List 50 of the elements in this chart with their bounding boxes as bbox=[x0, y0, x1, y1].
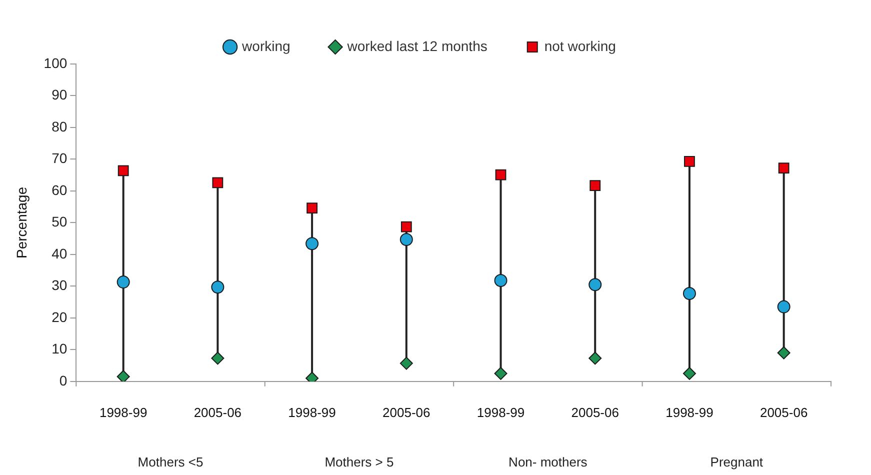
point bbox=[212, 177, 224, 188]
point bbox=[588, 278, 602, 292]
point bbox=[306, 237, 319, 250]
point bbox=[588, 352, 602, 365]
x-tick-label: 2005-06 bbox=[194, 404, 242, 420]
text: Non- mothers bbox=[508, 454, 588, 470]
point bbox=[400, 221, 412, 232]
x-tick-label: 1998-99 bbox=[476, 404, 525, 420]
x-tick-label: 1998-99 bbox=[99, 404, 148, 420]
point bbox=[400, 233, 413, 246]
point bbox=[306, 202, 318, 214]
point bbox=[684, 156, 695, 167]
y-tick-label: 0 bbox=[59, 372, 68, 388]
y-tick-label: 20 bbox=[52, 308, 68, 325]
point bbox=[116, 370, 130, 382]
legend-label: working bbox=[241, 38, 290, 54]
y-tick-label: 50 bbox=[52, 214, 68, 230]
point bbox=[590, 180, 601, 192]
point bbox=[777, 346, 790, 360]
x-tick-label: 1998-99 bbox=[288, 404, 336, 420]
text: Mothers > 5 bbox=[324, 454, 394, 470]
y-tick-label: 100 bbox=[44, 54, 68, 71]
y-tick-label: 90 bbox=[52, 86, 68, 103]
y-tick-label: 70 bbox=[52, 150, 68, 166]
y-tick-label: 40 bbox=[52, 245, 68, 262]
point bbox=[211, 280, 224, 294]
point bbox=[211, 352, 224, 365]
y-tick-label: 80 bbox=[52, 118, 68, 134]
text: Mothers <5 bbox=[138, 454, 204, 470]
x-tick-label: 1998-99 bbox=[666, 404, 714, 420]
legend-label: not working bbox=[544, 38, 616, 54]
point bbox=[116, 276, 130, 289]
y-axis-title: Percentage bbox=[13, 186, 30, 259]
point bbox=[494, 274, 508, 287]
point bbox=[400, 356, 413, 370]
y-tick-label: 10 bbox=[52, 340, 68, 357]
point bbox=[778, 162, 790, 174]
point bbox=[777, 300, 790, 314]
point bbox=[682, 286, 696, 300]
x-tick-label: 2005-06 bbox=[760, 404, 808, 420]
point bbox=[682, 366, 696, 380]
legend-label: worked last 12 months bbox=[346, 38, 488, 54]
y-tick-label: 60 bbox=[52, 182, 68, 198]
point bbox=[495, 169, 506, 180]
point bbox=[118, 165, 129, 176]
text: Pregnant bbox=[710, 454, 764, 470]
x-tick-label: 2005-06 bbox=[571, 404, 619, 420]
y-tick-label: 30 bbox=[52, 277, 68, 294]
point bbox=[494, 366, 508, 380]
x-tick-label: 2005-06 bbox=[382, 404, 430, 420]
